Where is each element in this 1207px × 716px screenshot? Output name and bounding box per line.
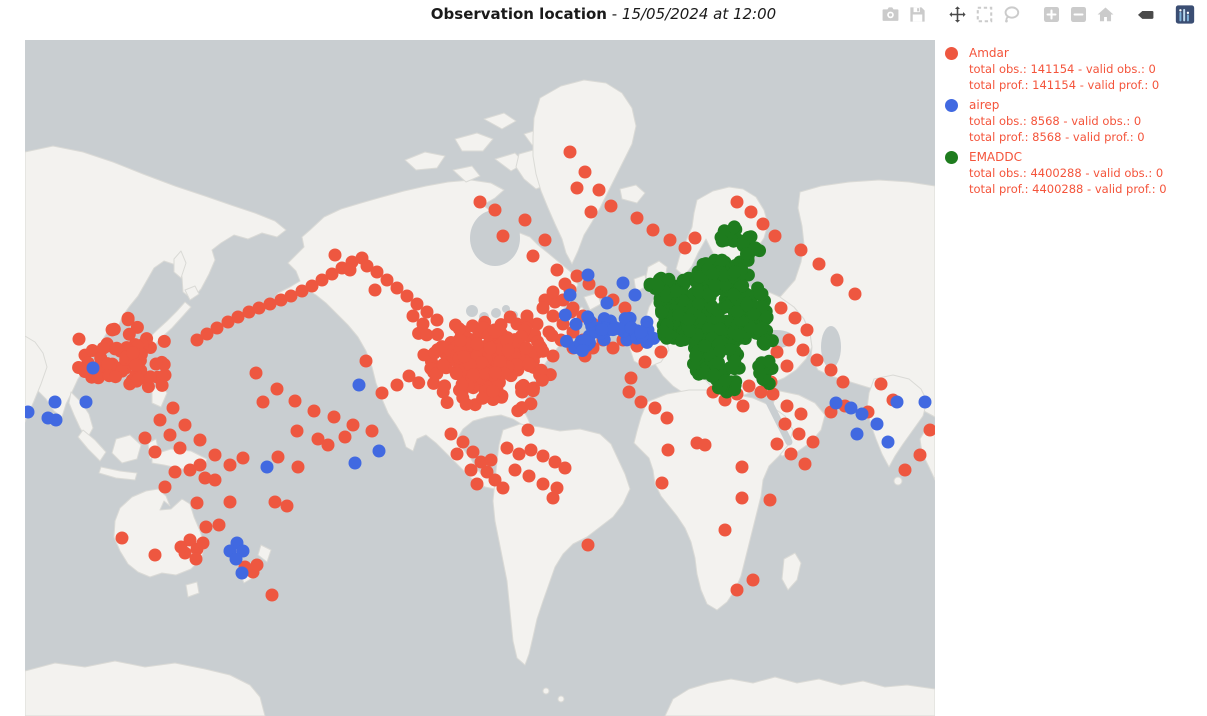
title-main: Observation location bbox=[430, 5, 607, 23]
series-amdar bbox=[72, 145, 935, 602]
legend-obs-line: total obs.: 4400288 - valid obs.: 0 bbox=[969, 166, 1164, 180]
pan-icon[interactable] bbox=[947, 4, 967, 24]
legend-prof-line: total prof.: 141154 - valid prof.: 0 bbox=[969, 78, 1160, 92]
legend-marker-airep-icon bbox=[945, 99, 958, 112]
series-airep bbox=[25, 268, 932, 580]
modebar-group-hover bbox=[1135, 4, 1155, 24]
modebar-group-zoom bbox=[1041, 4, 1115, 24]
title-subtitle: 15/05/2024 at 12:00 bbox=[621, 5, 777, 23]
zoom-in-icon[interactable] bbox=[1041, 4, 1061, 24]
dots-layer bbox=[25, 145, 935, 602]
legend-marker-amdar-icon bbox=[945, 47, 958, 60]
series-emaddc bbox=[643, 220, 779, 399]
legend: Amdar total obs.: 141154 - valid obs.: 0… bbox=[945, 45, 1200, 201]
legend-prof-line: total prof.: 4400288 - valid prof.: 0 bbox=[969, 182, 1167, 196]
legend-marker-emaddc-icon bbox=[945, 151, 958, 164]
legend-entry-airep[interactable]: airep total obs.: 8568 - valid obs.: 0 t… bbox=[945, 97, 1200, 145]
legend-label: airep bbox=[969, 98, 1000, 112]
modebar-group-drag bbox=[947, 4, 1021, 24]
legend-label: EMADDC bbox=[969, 150, 1023, 164]
home-icon[interactable] bbox=[1095, 4, 1115, 24]
box-select-icon[interactable] bbox=[974, 4, 994, 24]
legend-label: Amdar bbox=[969, 46, 1009, 60]
legend-prof-line: total prof.: 8568 - valid prof.: 0 bbox=[969, 130, 1145, 144]
legend-entry-emaddc[interactable]: EMADDC total obs.: 4400288 - valid obs.:… bbox=[945, 149, 1200, 197]
map-canvas[interactable] bbox=[25, 40, 935, 716]
modebar-group-capture bbox=[880, 4, 927, 24]
plotly-logo-icon[interactable] bbox=[1175, 4, 1195, 24]
zoom-out-icon[interactable] bbox=[1068, 4, 1088, 24]
legend-obs-line: total obs.: 141154 - valid obs.: 0 bbox=[969, 62, 1156, 76]
modebar-toolbar bbox=[880, 4, 1195, 24]
hover-closest-icon[interactable] bbox=[1135, 4, 1155, 24]
title-separator: - bbox=[606, 5, 622, 23]
save-icon[interactable] bbox=[907, 4, 927, 24]
world-map bbox=[25, 40, 935, 716]
page-title: Observation location - 15/05/2024 at 12:… bbox=[0, 5, 1207, 23]
camera-icon[interactable] bbox=[880, 4, 900, 24]
legend-obs-line: total obs.: 8568 - valid obs.: 0 bbox=[969, 114, 1142, 128]
lasso-select-icon[interactable] bbox=[1001, 4, 1021, 24]
legend-entry-amdar[interactable]: Amdar total obs.: 141154 - valid obs.: 0… bbox=[945, 45, 1200, 93]
